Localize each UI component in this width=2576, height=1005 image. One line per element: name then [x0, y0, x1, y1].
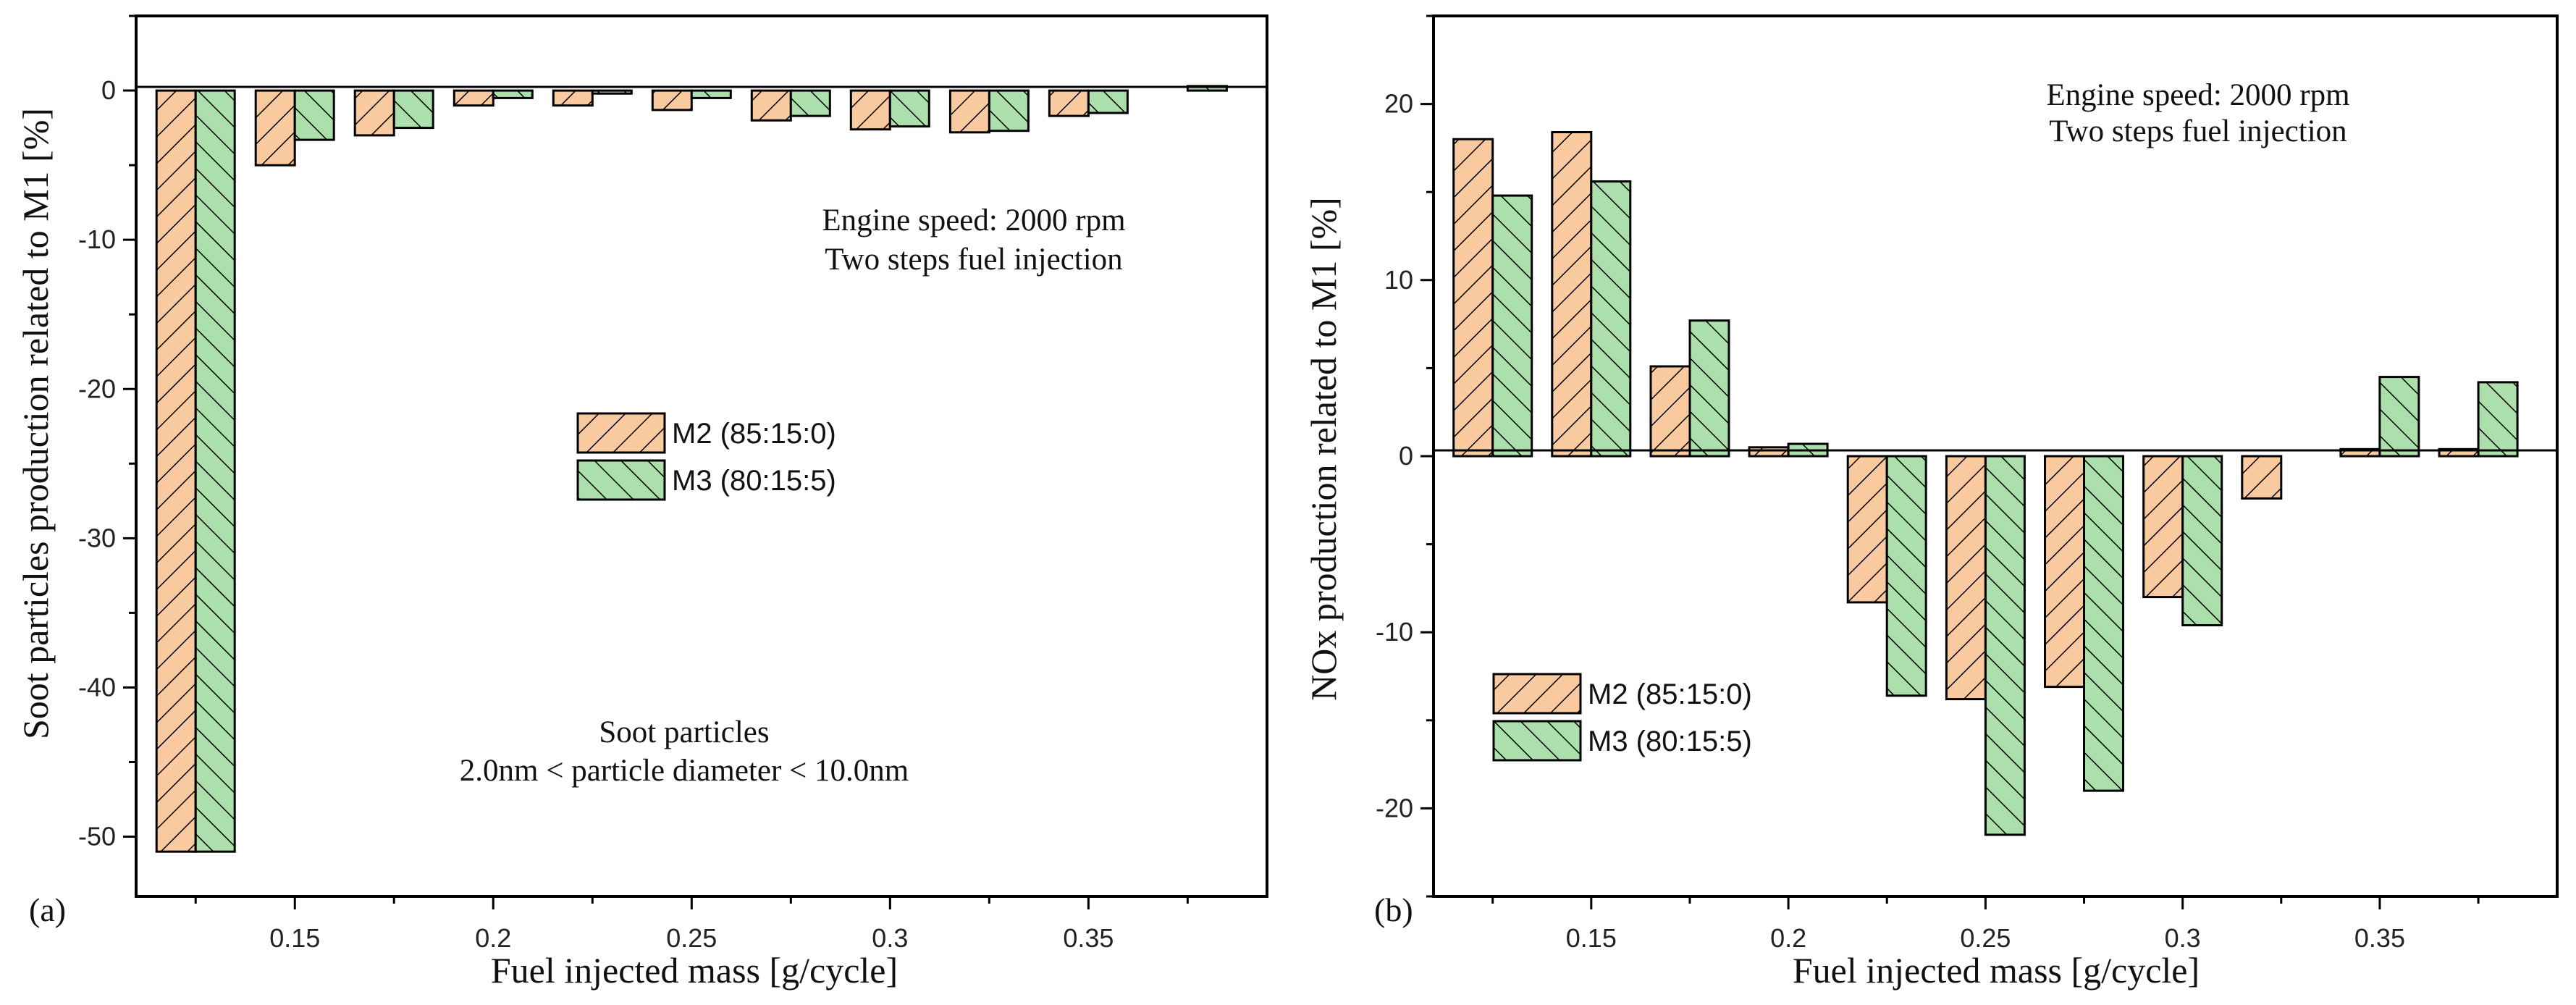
panel-a-bar-s1-7: [888, 89, 930, 128]
panel-a-bar-s0-0: [155, 89, 197, 853]
panel-a-y-tick-label-0: 0: [101, 75, 116, 105]
panel-a-y-tick-label-2: -20: [78, 374, 116, 403]
panel-b-legend-label-m3: M3 (80:15:5): [1588, 726, 1752, 757]
panel-b-bar-s1-2: [1688, 319, 1730, 458]
panel-a-y-tick-label-5: -50: [78, 822, 116, 851]
panel-b-x-tick-label-3: 0.3: [2165, 923, 2201, 953]
panel-a-bar-s0-4: [552, 89, 594, 107]
panel-b-y-tick-label-2: 0: [1399, 441, 1413, 471]
panel-b-y-tick-label-0: 20: [1384, 89, 1413, 119]
panel-a-bar-s1-3: [492, 89, 534, 99]
panel-a-annotation-soot: Soot particles: [599, 715, 769, 749]
panel-a-legend-swatch-m3: [576, 459, 666, 501]
panel-a-y-tick-label-3: -30: [78, 523, 116, 552]
panel-a-x-tick-label-4: 0.35: [1063, 923, 1114, 953]
panel-a-legend: M2 (85:15:0) M3 (80:15:5): [576, 412, 836, 501]
panel-a-bar-s0-9: [1048, 89, 1090, 117]
panel-b-bar-s0-5: [1945, 455, 1987, 701]
panel-a-bar-s1-1: [293, 89, 335, 141]
panel-a-annotation-diameter: 2.0nm < particle diameter < 10.0nm: [460, 754, 909, 788]
panel-b-bar-s0-0: [1452, 138, 1494, 458]
panel-b-bar-s0-8: [2241, 455, 2283, 500]
panel-b-bar-s1-4: [1885, 455, 1927, 697]
panel-b-y-tick-label-1: 10: [1384, 265, 1413, 295]
panel-b-bar-s1-0: [1491, 194, 1533, 458]
panel-b-bar-s1-10: [2477, 381, 2519, 458]
panel-a-bar-s0-1: [254, 89, 296, 167]
panel-b-bar-s0-4: [1846, 455, 1888, 604]
panel-b-bar-s0-7: [2142, 455, 2184, 599]
panel-a-x-tick-label-0: 0.15: [269, 923, 320, 953]
panel-b-y-tick-label-4: -20: [1376, 793, 1413, 823]
panel-b-y-axis-title: NOx production related to M1 [%]: [1303, 197, 1344, 701]
panel-a-label: (a): [29, 891, 66, 928]
panel-a-legend-swatch-m2: [576, 412, 666, 454]
panel-b-bar-s0-6: [2044, 455, 2085, 689]
panel-a-bar-s0-6: [750, 89, 792, 122]
panel-b-bar-s1-1: [1590, 180, 1632, 458]
panel-b-legend-swatch-m3: [1492, 720, 1582, 762]
panel-a-annotation-injection: Two steps fuel injection: [825, 243, 1122, 277]
panel-b-legend-swatch-m2: [1492, 673, 1582, 715]
panel-a-bar-s1-9: [1087, 89, 1129, 114]
panel-b-label: (b): [1374, 891, 1413, 928]
panel-b-bar-s0-2: [1649, 365, 1691, 458]
panel-a-bar-s0-2: [353, 89, 395, 137]
panel-a-legend-label-m2: M2 (85:15:0): [672, 418, 836, 450]
panel-b-x-tick-label-4: 0.35: [2354, 923, 2405, 953]
panel-b-x-tick-label-1: 0.2: [1770, 923, 1806, 953]
panel-a-annotation-speed: Engine speed: 2000 rpm: [822, 203, 1125, 237]
panel-b-bar-s1-5: [1984, 455, 2026, 836]
panel-a-y-tick-label-1: -10: [78, 224, 116, 254]
panel-a-bar-s1-5: [690, 89, 732, 99]
panel-b-bar-s1-7: [2181, 455, 2223, 626]
panel-a-bar-s1-0: [194, 89, 236, 853]
panel-a-bar-s1-4: [591, 89, 633, 95]
panel-b-chart: 0.15 0.2 0.25 0.3 0.35 20 10 0 -10 -20 Engine spe…: [1303, 14, 2559, 991]
panel-a-x-axis-title: Fuel injected mass [g/cycle]: [491, 950, 898, 991]
panel-a-y-tick-label-4: -40: [78, 672, 116, 702]
panel-b-annotation-speed: Engine speed: 2000 rpm: [2046, 78, 2349, 112]
panel-b-bar-s0-1: [1551, 131, 1593, 458]
panel-a-y-axis-title: Soot particles production related to M1 …: [15, 108, 56, 739]
panel-a-plot-frame: [135, 14, 1268, 898]
panel-a-x-tick-label-3: 0.3: [872, 923, 908, 953]
panel-b-x-tick-label-2: 0.25: [1960, 923, 2011, 953]
panel-a-chart: 0.15 0.2 0.25 0.3 0.35 0 -10 -20 -30 -40 -50 Engin…: [15, 14, 1268, 991]
panel-b-legend: M2 (85:15:0) M3 (80:15:5): [1492, 673, 1752, 762]
panel-a-bar-s1-8: [988, 89, 1030, 133]
panel-a-bar-s0-5: [651, 89, 693, 112]
panel-b-bar-s0-3: [1748, 446, 1790, 458]
panel-b-x-tick-label-0: 0.15: [1566, 923, 1617, 953]
panel-b-bar-s1-9: [2378, 376, 2420, 458]
panel-a-bar-s0-7: [849, 89, 891, 131]
panel-b-legend-label-m2: M2 (85:15:0): [1588, 678, 1752, 710]
panel-a-x-tick-label-1: 0.2: [475, 923, 511, 953]
panel-a-bar-s1-2: [392, 89, 434, 130]
panel-a-x-tick-label-2: 0.25: [666, 923, 717, 953]
panel-b-annotation-injection: Two steps fuel injection: [2049, 114, 2346, 148]
panel-a-bar-s1-6: [789, 89, 831, 117]
panel-b-x-axis-title: Fuel injected mass [g/cycle]: [1793, 950, 2200, 991]
panel-b-bar-s1-6: [2083, 455, 2124, 792]
panel-a-bar-s0-3: [453, 89, 494, 107]
panel-a-legend-label-m3: M3 (80:15:5): [672, 465, 836, 497]
panel-a-bar-s0-8: [948, 89, 990, 134]
panel-b-y-tick-label-3: -10: [1376, 617, 1413, 647]
